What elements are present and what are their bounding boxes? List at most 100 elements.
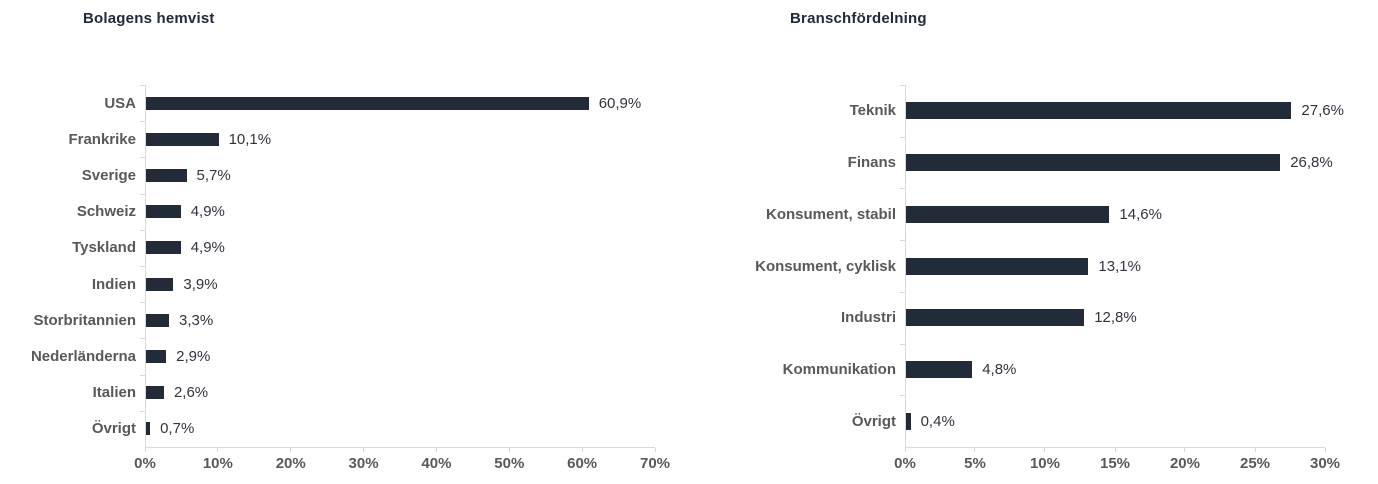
bar [145,205,181,219]
category-label: Kommunikation [782,360,896,378]
x-axis-tick-mark [1184,448,1186,452]
chart-company-domicile: Bolagens hemvist USA 60,9% Frankrike 10,1% S… [0,0,670,484]
y-axis-tick [140,121,145,123]
bar-row: Konsument, stabil 14,6% [700,188,1325,240]
bar-track: 26,8% [905,137,1333,189]
value-label: 12,8% [1094,309,1137,327]
x-axis-line: 0% 5% 10% 15% 20% 25% 30% [894,447,1340,472]
bar [905,412,911,430]
category-label: USA [104,94,136,112]
x-axis-tick-label: 0% [894,455,916,472]
x-axis-tick-label: 10% [202,455,233,472]
bar [905,309,1085,327]
bar [145,96,589,110]
bar-row: Frankrike 10,1% [0,121,655,157]
y-axis-tick [900,395,905,397]
x-axis-tick-mark [508,448,510,452]
value-label: 4,9% [190,239,225,257]
bar [145,350,167,364]
bar-track: 4,8% [905,344,1325,396]
bar-row: Industri 12,8% [700,292,1325,344]
x-axis-tick-mark [904,448,906,452]
category-label: Indien [91,275,136,293]
bar-track: 14,6% [905,188,1325,240]
x-axis-tick-mark [144,448,146,452]
x-axis-tick-label: 30% [348,455,379,472]
value-label: 5,7% [196,167,231,184]
y-axis-tick [140,229,145,231]
x-axis-tick-mark [1044,448,1046,452]
x-axis-tick-mark [974,448,976,452]
bar-track: 5,7% [145,157,655,193]
category-label: Övrigt [91,420,136,438]
x-axis-tick-label: 40% [421,455,452,472]
value-label: 26,8% [1290,154,1333,172]
bar-row: Tyskland 4,9% [0,230,655,266]
chart-title: Branschfördelning [790,10,927,27]
bar [905,360,973,378]
bar-track: 0,7% [145,411,655,447]
value-label: 14,6% [1119,205,1162,223]
bar-track: 13,1% [905,240,1325,292]
x-axis-tick-mark [581,448,583,452]
bar [145,132,219,146]
bar-row: Teknik 27,6% [700,85,1344,137]
x-axis-tick-mark [435,448,437,452]
y-axis-tick [140,374,145,376]
value-label: 3,3% [179,311,214,329]
category-label: Teknik [849,102,896,120]
category-label: Tyskland [72,239,136,257]
bar [145,386,164,400]
x-axis-tick-label: 5% [964,455,986,472]
category-label: Frankrike [68,130,136,148]
bar-track: 4,9% [145,230,655,266]
bar-row: Övrigt 0,7% [0,411,655,447]
bar [145,169,187,182]
bar-row: Schweiz 4,9% [0,194,655,230]
y-axis-tick [900,291,905,293]
bar-track: 0,4% [905,395,1325,447]
value-label: 0,7% [160,420,195,438]
bar-track: 27,6% [905,85,1344,137]
bar [905,257,1089,275]
x-axis-tick-mark [1114,448,1116,452]
bar-track: 2,6% [145,375,655,411]
y-axis-tick [900,136,905,138]
category-label: Nederländerna [30,348,136,366]
y-axis-tick [140,193,145,195]
bar [905,102,1292,120]
y-axis-tick [140,302,145,304]
bar-track: 4,9% [145,194,655,230]
category-label: Konsument, cyklisk [755,257,896,275]
category-label: Sverige [81,167,136,184]
category-label: Industri [841,309,896,327]
y-axis-line [145,85,146,447]
bar [905,205,1110,223]
y-axis-tick [900,343,905,345]
bar-track: 3,3% [145,302,655,338]
y-axis-tick [140,85,145,86]
category-label: Italien [92,384,136,402]
bar [145,277,174,291]
value-label: 4,8% [982,360,1017,378]
bar-row: Kommunikation 4,8% [700,344,1325,396]
bar-rows: Teknik 27,6% Finans 26,8% Konsument, stabil 1… [700,85,1344,447]
x-axis-tick-mark [1324,448,1326,452]
x-axis-tick-label: 60% [567,455,598,472]
category-label: Konsument, stabil [765,205,896,223]
bar [145,241,181,255]
bar-row: Indien 3,9% [0,266,655,302]
value-label: 13,1% [1098,257,1141,275]
value-label: 10,1% [228,130,272,148]
value-label: 2,9% [176,348,211,366]
x-axis-tick-mark [217,448,219,452]
plot-area: Teknik 27,6% Finans 26,8% Konsument, stabil 1… [700,85,1344,472]
value-label: 27,6% [1301,102,1344,120]
bar-track: 3,9% [145,266,655,302]
category-label: Schweiz [76,203,136,221]
x-axis-tick-label: 50% [494,455,525,472]
value-label: 0,4% [920,412,955,430]
x-axis-line: 0% 10% 20% 30% 40% 50% 60% 70% [134,447,670,472]
value-label: 2,6% [173,384,209,402]
